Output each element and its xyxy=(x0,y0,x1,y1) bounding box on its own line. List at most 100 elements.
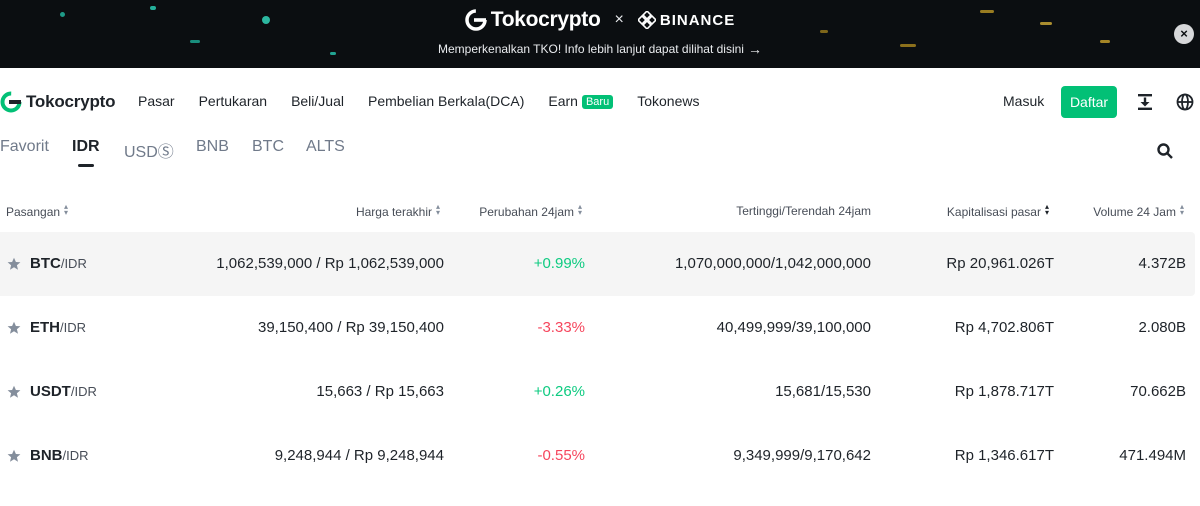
table-row[interactable]: BTC/IDR 1,062,539,000 / Rp 1,062,539,000… xyxy=(0,232,1195,296)
header-pair[interactable]: Pasangan ▴ ▾ xyxy=(6,202,69,220)
login-link[interactable]: Masuk xyxy=(1003,93,1045,109)
active-tab-indicator xyxy=(78,164,94,167)
close-icon[interactable]: × xyxy=(1174,24,1194,44)
last-price-cell: 15,663 / Rp 15,663 xyxy=(316,383,444,400)
table-row[interactable]: USDT/IDR 15,663 / Rp 15,663 +0.26% 15,68… xyxy=(0,360,1195,424)
pair-base: BNB xyxy=(30,447,63,464)
pair-base: USDT xyxy=(30,383,71,400)
banner-brand-left: Tokocrypto xyxy=(490,8,601,31)
market-cap-cell: Rp 20,961.026T xyxy=(946,255,1054,272)
pair-cell: BNB/IDR xyxy=(30,447,89,464)
table-header: Pasangan ▴ ▾ Harga terakhir ▴ ▾ Perubahan 24… xyxy=(0,200,1200,222)
volume-cell: 471.494M xyxy=(1119,447,1186,464)
pair-cell: BTC/IDR xyxy=(30,255,87,272)
site-logo[interactable]: Tokocrypto xyxy=(0,91,116,113)
market-cap-cell: Rp 1,346.617T xyxy=(954,447,1054,464)
banner-message: Memperkenalkan TKO! Info lebih lanjut da… xyxy=(438,42,744,56)
last-price-cell: 9,248,944 / Rp 9,248,944 xyxy=(274,447,444,464)
tab-alts[interactable]: ALTS xyxy=(306,138,345,155)
banner-decoration xyxy=(1040,22,1052,25)
high-low-cell: 9,349,999/9,170,642 xyxy=(733,447,871,464)
header-change[interactable]: Perubahan 24jam ▴ ▾ xyxy=(479,202,582,220)
last-price-cell: 1,062,539,000 / Rp 1,062,539,000 xyxy=(216,255,444,272)
star-icon[interactable] xyxy=(7,449,21,463)
banner-brand-separator: × xyxy=(614,11,624,28)
search-icon[interactable] xyxy=(1156,142,1174,160)
menu-item-earn-label: Earn xyxy=(548,93,578,109)
star-icon[interactable] xyxy=(7,385,21,399)
volume-cell: 70.662B xyxy=(1130,383,1186,400)
header-change-label: Perubahan 24jam xyxy=(479,205,574,219)
star-icon[interactable] xyxy=(7,321,21,335)
tab-bnb[interactable]: BNB xyxy=(196,138,229,155)
menu-item-earn[interactable]: Earn Baru xyxy=(548,93,614,109)
banner-decoration xyxy=(150,6,156,10)
pair-quote: /IDR xyxy=(60,256,87,271)
change-cell: +0.26% xyxy=(533,383,585,400)
menu-item-pasar[interactable]: Pasar xyxy=(138,93,175,109)
last-price-cell: 39,150,400 / Rp 39,150,400 xyxy=(258,319,444,336)
pair-base: BTC xyxy=(30,255,61,272)
header-market-cap[interactable]: Kapitalisasi pasar ▴ ▾ xyxy=(947,202,1049,220)
download-icon[interactable] xyxy=(1136,93,1154,111)
sort-icon: ▴ ▾ xyxy=(577,202,582,217)
header-last-price[interactable]: Harga terakhir ▴ ▾ xyxy=(355,202,440,220)
high-low-cell: 15,681/15,530 xyxy=(775,383,871,400)
change-cell: +0.99% xyxy=(533,255,585,272)
banner-decoration xyxy=(1100,40,1110,43)
change-cell: -0.55% xyxy=(537,447,585,464)
register-button[interactable]: Daftar xyxy=(1061,86,1117,118)
header-volume-label: Volume 24 Jam xyxy=(1093,205,1176,219)
header-last-price-label: Harga terakhir xyxy=(355,205,432,219)
sort-icon: ▴ ▾ xyxy=(1044,202,1049,217)
banner-decoration xyxy=(330,52,336,55)
pair-cell: ETH/IDR xyxy=(30,319,86,336)
binance-brand: BINANCE xyxy=(637,11,736,29)
header-high-low: Tertinggi/Terendah 24jam xyxy=(736,204,871,218)
volume-cell: 4.372B xyxy=(1138,255,1186,272)
tokocrypto-logo-icon xyxy=(0,91,22,113)
market-cap-cell: Rp 4,702.806T xyxy=(954,319,1054,336)
banner-brand: Tokocrypto × BINANCE xyxy=(0,8,1200,32)
pair-quote: /IDR xyxy=(70,384,97,399)
banner-decoration xyxy=(262,16,270,24)
menu-item-tokonews[interactable]: Tokonews xyxy=(637,93,700,109)
menu-item-pertukaran[interactable]: Pertukaran xyxy=(198,93,268,109)
new-badge: Baru xyxy=(581,95,614,109)
high-low-cell: 40,499,999/39,100,000 xyxy=(716,319,871,336)
star-icon[interactable] xyxy=(7,257,21,271)
globe-icon[interactable] xyxy=(1176,93,1194,111)
header-volume[interactable]: Volume 24 Jam ▴ ▾ xyxy=(1093,202,1184,220)
sort-icon: ▴ ▾ xyxy=(1179,202,1184,217)
top-navigation: Tokocrypto Pasar Pertukaran Beli/Jual Pe… xyxy=(0,68,1200,136)
menu-item-dca[interactable]: Pembelian Berkala(DCA) xyxy=(367,93,525,109)
banner-decoration xyxy=(60,12,65,17)
binance-logo-icon xyxy=(637,11,656,29)
pair-quote: /IDR xyxy=(62,448,89,463)
tab-usds[interactable]: USDⓈ xyxy=(124,144,174,161)
tab-favorit[interactable]: Favorit xyxy=(0,138,49,155)
tokocrypto-brand: Tokocrypto xyxy=(465,8,601,32)
banner-decoration xyxy=(190,40,200,43)
tab-btc[interactable]: BTC xyxy=(252,138,284,155)
pair-cell: USDT/IDR xyxy=(30,383,97,400)
pair-quote: /IDR xyxy=(60,320,86,335)
logo-text: Tokocrypto xyxy=(26,92,116,111)
banner-brand-right: BINANCE xyxy=(659,11,736,29)
header-pair-label: Pasangan xyxy=(6,205,61,219)
table-row[interactable]: BNB/IDR 9,248,944 / Rp 9,248,944 -0.55% … xyxy=(0,424,1195,488)
pair-base: ETH xyxy=(30,319,60,336)
banner-decoration xyxy=(900,44,916,47)
table-row[interactable]: ETH/IDR 39,150,400 / Rp 39,150,400 -3.33… xyxy=(0,296,1195,360)
announcement-banner: Tokocrypto × BINANCE Memperkenalkan TKO!… xyxy=(0,0,1200,68)
tokocrypto-logo-icon xyxy=(465,9,487,31)
sort-icon: ▴ ▾ xyxy=(64,202,69,217)
sort-icon: ▴ ▾ xyxy=(435,202,440,217)
market-cap-cell: Rp 1,878.717T xyxy=(954,383,1054,400)
banner-decoration xyxy=(820,30,828,33)
menu-item-beli-jual[interactable]: Beli/Jual xyxy=(291,93,344,109)
banner-message-link[interactable]: Memperkenalkan TKO! Info lebih lanjut da… xyxy=(0,41,1200,57)
change-cell: -3.33% xyxy=(537,319,585,336)
tab-idr[interactable]: IDR xyxy=(72,138,100,155)
main-menu: Pasar Pertukaran Beli/Jual Pembelian Ber… xyxy=(138,93,699,109)
